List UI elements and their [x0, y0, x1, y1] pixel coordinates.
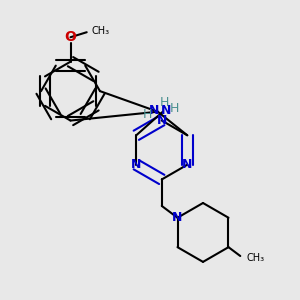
Text: CH₃: CH₃	[246, 254, 264, 263]
Text: N: N	[131, 158, 142, 171]
Text: N: N	[160, 104, 171, 117]
Text: N: N	[157, 114, 167, 127]
Text: N: N	[172, 211, 183, 224]
Text: H: H	[143, 108, 152, 121]
Text: O: O	[64, 30, 76, 44]
Text: H: H	[160, 96, 169, 110]
Text: N: N	[182, 158, 193, 171]
Text: N: N	[149, 104, 160, 117]
Text: H: H	[170, 102, 179, 115]
Text: CH₃: CH₃	[92, 26, 110, 36]
